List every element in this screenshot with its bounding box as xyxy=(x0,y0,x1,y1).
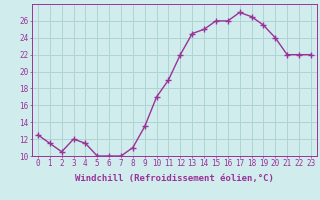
X-axis label: Windchill (Refroidissement éolien,°C): Windchill (Refroidissement éolien,°C) xyxy=(75,174,274,183)
